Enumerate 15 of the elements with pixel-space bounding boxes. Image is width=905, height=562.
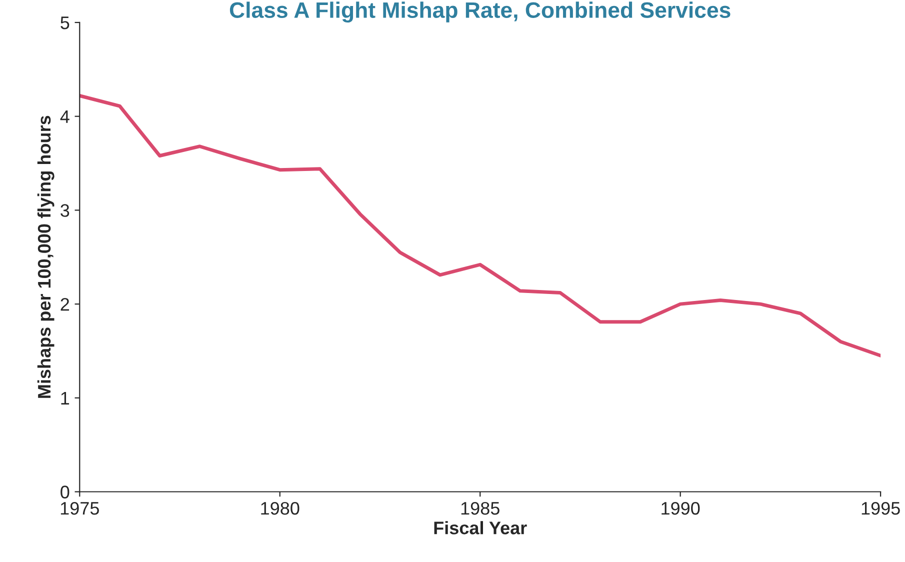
x-tick-label: 1975 xyxy=(60,502,99,515)
y-tick-label: 3 xyxy=(60,204,70,217)
x-tick-label: 1995 xyxy=(862,502,900,515)
y-tick-label: 1 xyxy=(61,392,70,404)
y-tick-label: 5 xyxy=(60,16,70,30)
chart-title: Class A Flight Mishap Rate, Combined Services xyxy=(230,2,730,22)
y-tick-label: 2 xyxy=(60,298,70,311)
y-tick-label: 0 xyxy=(60,486,70,498)
line-series xyxy=(80,94,881,358)
x-tick-label: 1985 xyxy=(461,502,500,515)
y-axis-title: Mishaps per 100,000 flying hours xyxy=(37,116,54,398)
x-tick-label: 1980 xyxy=(261,502,300,515)
y-tick-label: 4 xyxy=(60,110,70,123)
x-tick-label: 1990 xyxy=(662,502,700,515)
x-axis-title: Fiscal Year xyxy=(434,521,527,534)
